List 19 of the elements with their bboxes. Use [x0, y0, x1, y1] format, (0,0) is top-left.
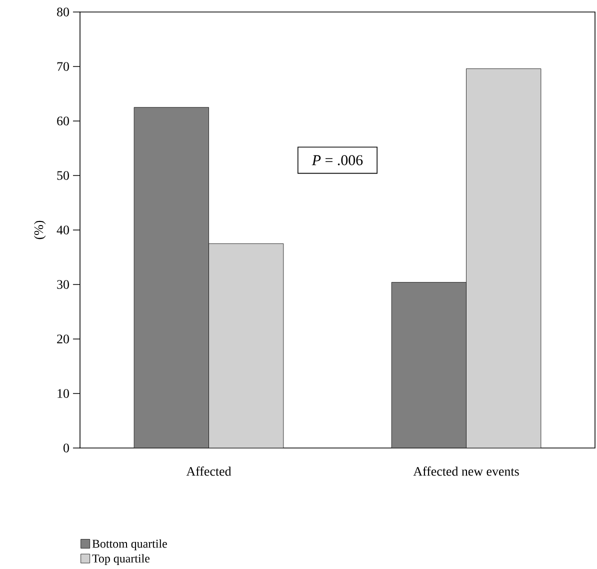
- y-tick-label: 10: [58, 389, 69, 398]
- y-tick-label: 30: [57, 280, 69, 289]
- bar: [208, 243, 284, 448]
- y-tick-label: 60: [57, 116, 69, 126]
- y-tick-label: 70: [57, 62, 69, 71]
- bar: [466, 68, 542, 448]
- y-tick-label: 0: [64, 444, 69, 452]
- legend-label: Bottom quartile: [92, 539, 167, 550]
- bar: [134, 107, 209, 448]
- y-tick-label: 50: [57, 171, 69, 180]
- x-tick-label: Affected new events: [413, 466, 519, 476]
- annotation: P = .006: [312, 155, 363, 166]
- y-tick-label: 20: [57, 334, 69, 344]
- legend-label: Top quartile: [92, 554, 150, 565]
- bar: [391, 282, 466, 448]
- y-tick-label: 80: [57, 8, 69, 16]
- y-tick-label: 40: [56, 226, 69, 234]
- y-axis-title: (%): [34, 220, 46, 240]
- x-tick-label: Affected: [186, 466, 232, 476]
